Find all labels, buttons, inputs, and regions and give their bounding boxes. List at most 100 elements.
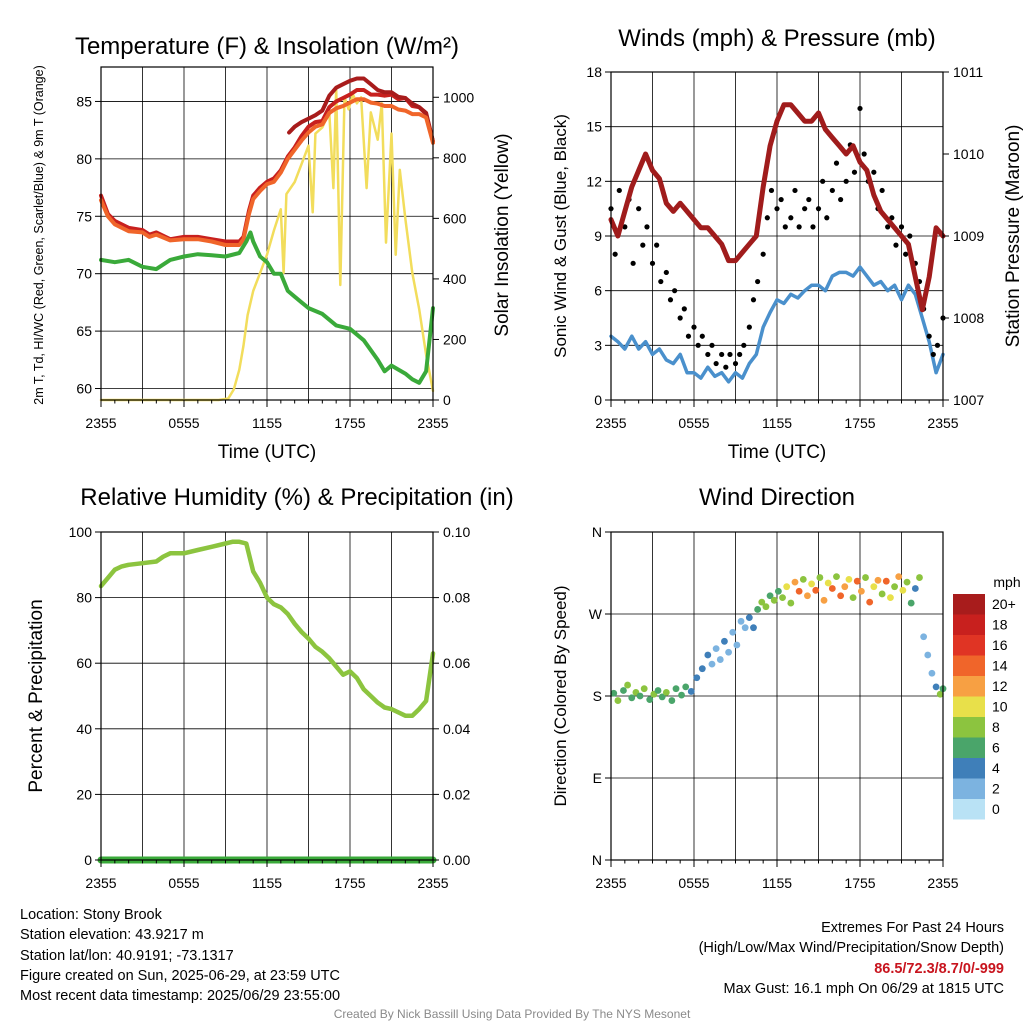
direction-point [712,645,720,653]
colorbar-label: 18 [992,617,1008,633]
direction-point [903,578,911,586]
y-tick-label: 18 [586,64,602,80]
colorbar-swatch [953,737,985,758]
direction-point [882,577,890,585]
gust-point [857,105,863,112]
gust-point [802,206,808,212]
direction-point [658,693,666,701]
y-tick-label: 6 [594,283,602,299]
colorbar-swatch [953,758,985,779]
direction-point [708,660,716,668]
gust-point [695,342,701,348]
direction-point [795,587,803,595]
created-text: Figure created on Sun, 2025-06-29, at 23… [20,967,340,984]
y-tick-label: 15 [586,119,602,135]
y2-tick-label: 0.00 [443,852,470,868]
x-tick-label: 1155 [762,875,792,891]
gust-point [741,342,747,348]
colorbar-label: 12 [992,678,1008,694]
gust-point [750,297,757,303]
gust-point [833,160,840,166]
x-tick-label: 0555 [168,415,199,431]
max-gust-text: Max Gust: 16.1 mph On 06/29 at 1815 UTC [723,980,1004,997]
y-tick-label: S [593,688,602,704]
x-tick-label: 1755 [334,415,365,431]
gust-point [934,342,941,348]
series-9m-t-line [99,97,435,247]
x-tick-label: 2355 [85,875,116,891]
direction-point [721,637,728,645]
direction-point [737,617,745,625]
direction-point [687,688,695,695]
series-hi-wc-line [287,76,435,144]
direction-point [766,592,774,600]
gust-point [727,351,733,358]
direction-point [654,687,662,694]
colorbar-label: 6 [992,740,1000,756]
chart-title: Winds (mph) & Pressure (mb) [618,25,935,52]
colorbar-swatch [953,676,985,697]
y2-tick-label: 1011 [953,64,983,80]
gust-point [640,242,646,248]
gust-point [681,306,687,312]
direction-point [799,575,807,583]
direction-point [849,594,857,601]
gust-point [778,196,784,203]
gust-point [782,224,788,230]
speed-colorbar: mph 20+ 18 16 14 12 10 8 6 4 2 0 [953,574,1021,820]
direction-point [928,669,936,677]
gust-point [685,333,692,339]
direction-point [804,592,811,600]
gust-point [885,224,891,230]
colorbar-unit: mph [993,574,1020,590]
direction-point [779,594,786,601]
x-tick-label: 0555 [678,415,709,431]
x-axis-label: Time (UTC) [728,442,827,463]
direction-point [770,596,778,604]
gust-point [719,351,725,358]
plot-panel-3: 0 20 40 60 80 100 0.00 0.02 0.04 0.06 0.08 0.10 2355… [26,484,514,891]
y2-tick-label: 1007 [953,392,984,408]
direction-point [610,689,618,697]
y2-tick-label: 600 [443,210,467,226]
gust-point [677,315,683,321]
direction-point [936,690,944,698]
gust-point [926,333,932,339]
y-tick-label: 80 [76,590,92,606]
colorbar-label: 10 [992,699,1008,715]
credit-text: Created By Nick Bassill Using Data Provi… [333,1007,691,1021]
gust-point [792,187,798,194]
colorbar-swatch [953,778,985,799]
gust-point [898,224,905,230]
x-axis-label: Time (UTC) [218,442,317,463]
x-tick-label: 2355 [417,875,448,891]
direction-point [787,599,795,607]
gust-point [843,178,849,184]
gust-point [861,151,867,157]
y-tick-label: 60 [76,655,92,671]
direction-point [824,579,832,587]
x-tick-label: 2355 [417,415,448,431]
gust-point [649,260,656,266]
direction-point [620,687,627,694]
direction-point [916,574,923,581]
gust-point [755,278,761,285]
colorbar-swatch [953,696,985,717]
y-tick-label: 65 [76,323,92,339]
y-axis-label-left: 2m T, Td, HI/WC (Red, Green, Scarlet/Blu… [32,65,46,404]
colorbar-label: 14 [992,658,1008,674]
x-tick-label: 2355 [927,415,958,431]
y-tick-label: 0 [594,392,602,408]
station-info: Location: Stony Brook Station elevation:… [20,905,340,1006]
series-rh-line [98,539,436,718]
x-tick-label: 1155 [762,415,792,431]
plot-panel-2: 0 3 6 9 12 15 18 1007 1008 1009 1010 1011 2355 0555 11… [551,25,1024,463]
direction-point [750,624,757,632]
elevation-text: Station elevation: 43.9217 m [20,927,204,944]
gust-point [838,196,844,203]
colorbar-label: 8 [992,719,1000,735]
gust-point [806,196,812,203]
direction-point [729,628,737,636]
gust-point [636,206,642,212]
y-tick-label: 70 [76,266,92,282]
